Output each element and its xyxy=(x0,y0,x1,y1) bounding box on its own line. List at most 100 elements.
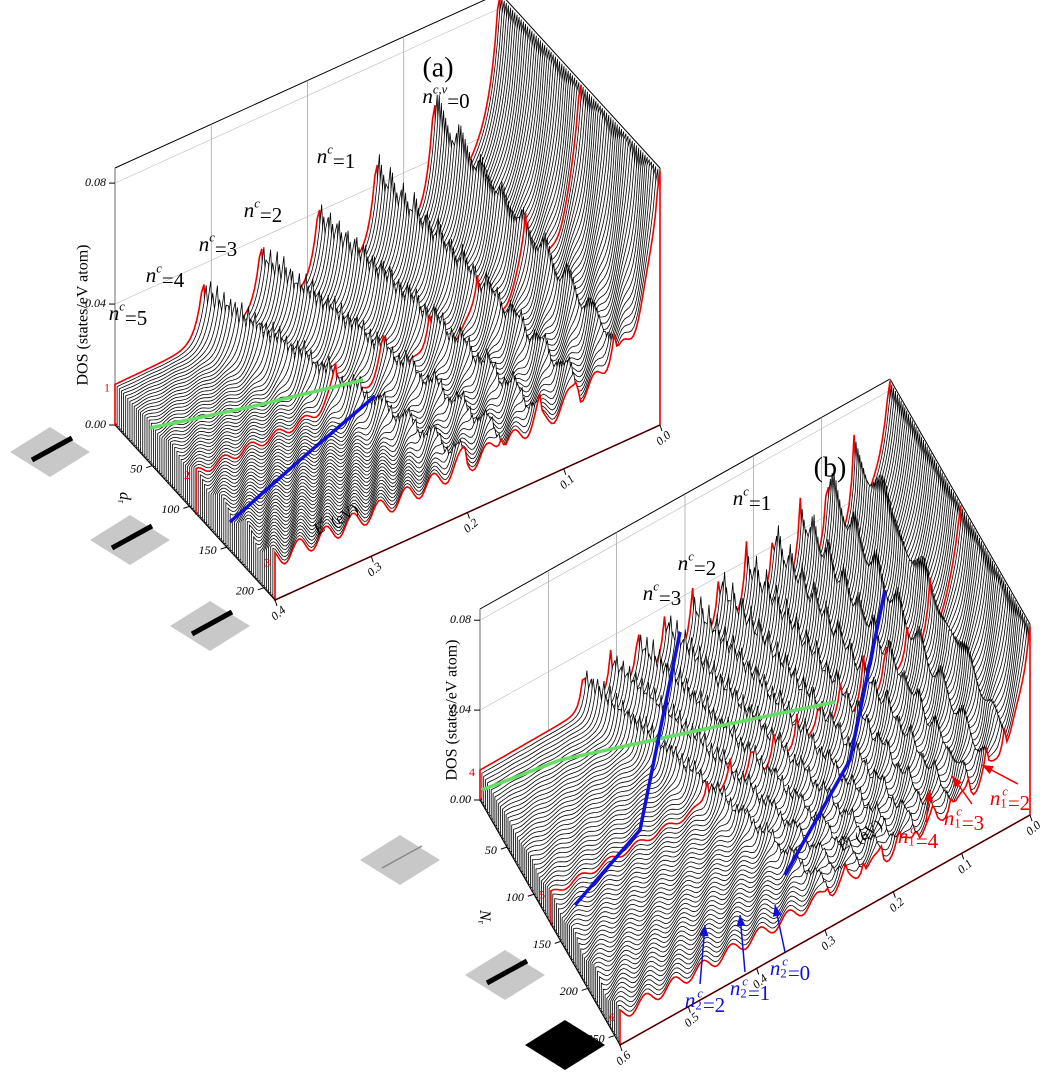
annotation: nc=3 xyxy=(643,579,681,610)
grid-line xyxy=(114,7,501,184)
tick-mark xyxy=(500,846,508,850)
ann-sup: c xyxy=(743,484,749,498)
annotation: n1c=2 xyxy=(990,784,1030,815)
ann-base: n xyxy=(730,976,741,1000)
panel-label: (b) xyxy=(814,452,847,483)
tick-mark xyxy=(961,853,965,860)
z-axis-title: DOS (states/eV atom) xyxy=(75,244,92,385)
ann-base: n xyxy=(685,988,696,1012)
annotation: n2c=1 xyxy=(730,974,770,1005)
annotation: nc=1 xyxy=(317,142,355,173)
ann-base: n xyxy=(733,486,744,510)
ann-base: n xyxy=(146,263,157,287)
annotation: n2c=0 xyxy=(770,954,810,985)
tick-mark xyxy=(146,465,153,469)
tick-mark xyxy=(824,929,828,937)
annotation: nc,v=0 xyxy=(422,82,469,113)
ann-base: n xyxy=(944,806,955,830)
ann-text: =3 xyxy=(962,811,984,835)
box-edge xyxy=(505,0,661,169)
x-tick-label: 0.1 xyxy=(955,856,975,876)
x-tick-label: 0.3 xyxy=(364,559,384,579)
tick-mark xyxy=(467,512,470,519)
annotation: nc=2 xyxy=(244,196,282,227)
x-tick-label: 0.6 xyxy=(613,1048,633,1068)
ann-text: =2 xyxy=(703,993,725,1017)
red-spectrum xyxy=(274,170,661,602)
ann-sub: 1 xyxy=(908,834,914,848)
ann-sub: r xyxy=(475,921,486,925)
ann-sup: c xyxy=(841,830,851,842)
annotation: n1c=3 xyxy=(944,804,984,835)
ann-text: =2 xyxy=(260,203,282,227)
slice-marker: 2 xyxy=(184,468,190,482)
tick-mark xyxy=(892,891,896,898)
y-axis xyxy=(479,799,621,1046)
tick-mark xyxy=(581,987,588,991)
ann-base: d xyxy=(116,492,133,501)
ann-sub: 2 xyxy=(740,986,746,1000)
y-tick-label: 50 xyxy=(485,843,497,857)
ann-text: =2 xyxy=(694,556,716,580)
ann-base: n xyxy=(770,956,781,980)
arrow-head xyxy=(736,915,746,927)
y-axis xyxy=(114,424,276,601)
tick-mark xyxy=(220,546,227,550)
ann-base: n xyxy=(678,551,689,575)
green-guide xyxy=(149,378,364,430)
ann-sub: 1 xyxy=(1000,796,1006,810)
tick-mark xyxy=(183,505,190,509)
y-tick-label: 50 xyxy=(130,461,142,475)
slice-marker: 6 xyxy=(609,1010,615,1024)
ann-sup: c xyxy=(697,986,703,1000)
x-tick-label: 0.0 xyxy=(1023,818,1043,838)
ann-sup: c xyxy=(119,299,125,313)
ann-sup: c xyxy=(910,822,916,836)
ann-base: n xyxy=(317,144,328,168)
tick-mark xyxy=(257,587,264,591)
spectrum xyxy=(481,384,893,804)
x-tick-label: 0.2 xyxy=(886,895,906,915)
slice-marker: 5 xyxy=(539,887,545,901)
ann-sup: c xyxy=(956,804,962,818)
ann-base: n xyxy=(990,786,1001,810)
slice-marker: 4 xyxy=(469,765,475,779)
x-tick-label: 0.3 xyxy=(818,933,838,953)
tick-mark xyxy=(756,968,760,975)
x-tick-label: 0.1 xyxy=(557,472,577,492)
structure-stripe xyxy=(110,523,154,551)
y-tick-label: 150 xyxy=(199,543,217,557)
annotation: n1c=4 xyxy=(898,822,939,853)
blue-guide xyxy=(573,631,682,907)
grid-line xyxy=(479,479,891,711)
arrow-head xyxy=(924,790,934,802)
z-tick-label: 0.04 xyxy=(450,702,471,716)
ann-sup: c xyxy=(156,261,162,275)
arrow-head xyxy=(772,905,782,917)
slice-marker: 1 xyxy=(104,380,110,394)
ann-base: n xyxy=(643,581,654,605)
z-tick-label: 0.08 xyxy=(85,175,106,189)
x-tick-label: 0.4 xyxy=(268,603,288,623)
ann-text: =5 xyxy=(125,306,147,330)
y-tick-label: 100 xyxy=(161,502,179,516)
z-tick-label: 0.08 xyxy=(450,612,471,626)
ann-base: n xyxy=(898,824,909,848)
z-tick-label: 0.00 xyxy=(450,792,471,806)
ann-base: N xyxy=(476,909,493,922)
ann-sub: 2 xyxy=(695,998,701,1012)
tick-mark xyxy=(274,599,278,607)
ann-text: =4 xyxy=(916,829,939,853)
tick-mark xyxy=(619,1044,623,1052)
blue-guide xyxy=(783,589,887,876)
ann-sup: c xyxy=(327,142,333,156)
ann-sup: c xyxy=(782,954,788,968)
ann-base: n xyxy=(244,198,255,222)
tick-mark xyxy=(554,940,561,944)
structure-stripe xyxy=(485,958,529,986)
ann-text: =2 xyxy=(1008,791,1030,815)
red-spectrum xyxy=(479,381,891,802)
ann-text: =3 xyxy=(215,237,237,261)
ann-text: =1 xyxy=(748,981,770,1005)
y-tick-label: 200 xyxy=(560,984,578,998)
